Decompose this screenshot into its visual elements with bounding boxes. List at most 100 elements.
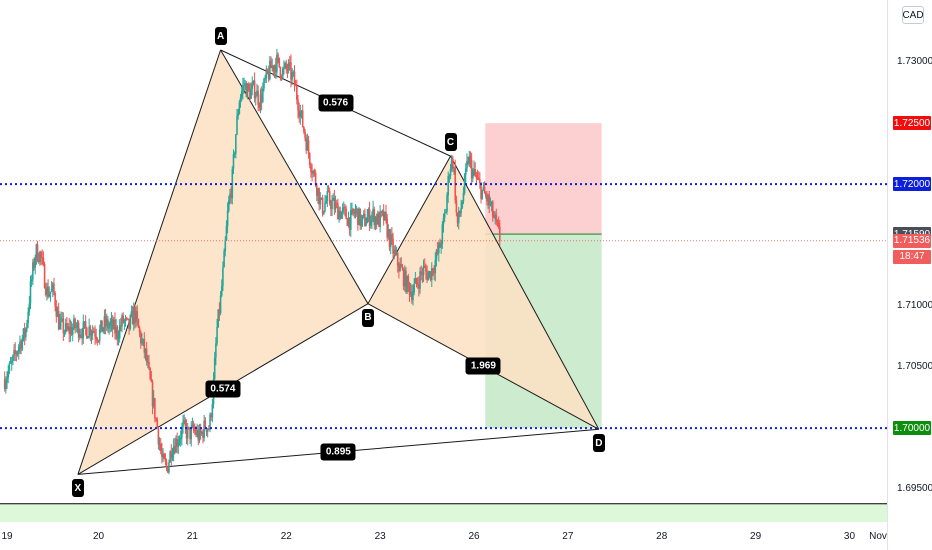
candle-body <box>360 219 363 227</box>
candle-body <box>480 183 482 199</box>
candle-body <box>25 328 27 338</box>
candle-body <box>53 283 55 293</box>
candle-body <box>120 325 122 327</box>
candle-body <box>35 244 38 258</box>
candle-body <box>394 249 397 254</box>
candle-body <box>344 207 346 209</box>
candle-body <box>231 168 234 199</box>
candle-body <box>117 338 120 340</box>
candle-body <box>143 338 146 353</box>
candle-body <box>54 292 56 307</box>
candle-body <box>481 189 484 199</box>
currency-badge[interactable]: CAD <box>902 6 924 24</box>
candle-body <box>466 160 468 169</box>
candle-body <box>238 102 241 115</box>
candle-body <box>340 212 343 219</box>
candle-body <box>73 318 75 329</box>
candle-body <box>328 191 331 204</box>
candle-body <box>468 156 471 164</box>
candle-body <box>210 414 212 418</box>
candle-body <box>324 203 326 212</box>
candle-body <box>399 264 401 271</box>
candle-body <box>111 319 114 330</box>
candle-body <box>155 418 157 420</box>
price-axis[interactable] <box>887 0 932 550</box>
candle-body <box>434 260 437 274</box>
candle-body <box>436 250 439 254</box>
candle-body <box>271 65 274 69</box>
candle-body <box>166 466 169 473</box>
candle-body <box>201 431 203 435</box>
candle-body <box>359 208 361 227</box>
candle-body <box>401 267 404 270</box>
ratio-label-bd: 1.969 <box>465 357 501 375</box>
candle-body <box>294 85 297 87</box>
candle-body <box>472 170 474 179</box>
candle-body <box>104 316 107 327</box>
candle-body <box>152 398 155 407</box>
candle-body <box>132 307 135 325</box>
candle-body <box>149 368 151 380</box>
candle-body <box>113 319 115 330</box>
candle-body <box>264 78 266 80</box>
ratio-label-ac: 0.576 <box>318 94 354 112</box>
candle-body <box>438 242 440 254</box>
price-chart[interactable] <box>0 0 887 522</box>
candle-body <box>479 179 481 184</box>
pattern-leg-ab <box>220 49 369 304</box>
candle-body <box>198 428 201 441</box>
candle-body <box>403 270 406 287</box>
candle-body <box>174 446 176 453</box>
candle-body <box>307 140 310 154</box>
candle-body <box>326 191 329 201</box>
candle-body <box>5 382 7 390</box>
candle-body <box>60 318 62 322</box>
candle-body <box>199 428 202 435</box>
candle-body <box>223 251 225 268</box>
candle-body <box>206 428 209 433</box>
candle-body <box>195 430 197 435</box>
candle-body <box>368 209 371 226</box>
candle-body <box>445 211 447 213</box>
candle-body <box>443 212 446 218</box>
candle-body <box>107 319 109 329</box>
candle-body <box>125 317 128 319</box>
time-label-22: 22 <box>280 531 292 542</box>
candle-body <box>281 68 284 78</box>
price-tick-1.70500: 1.70500 <box>897 361 932 373</box>
candle-body <box>489 204 492 206</box>
candle-body <box>256 90 258 97</box>
candle-body <box>75 326 78 328</box>
candle-body <box>51 283 54 289</box>
candle-body <box>374 216 377 226</box>
candle-body <box>209 414 211 430</box>
candle-body <box>405 270 407 293</box>
candle-body <box>429 271 432 280</box>
candle-body <box>274 65 277 73</box>
candle-body <box>362 213 365 216</box>
candle-body <box>144 348 147 353</box>
candle-body <box>251 84 254 89</box>
candle-body <box>236 116 238 135</box>
candle-body <box>242 85 244 92</box>
candle-body <box>50 288 53 292</box>
candle-body <box>380 211 383 213</box>
candle-body <box>373 208 376 226</box>
pattern-point-c: C <box>444 133 457 152</box>
candle-body <box>131 311 134 325</box>
candle-body <box>470 159 473 179</box>
candle-body <box>105 319 108 327</box>
ratio-label-xd: 0.895 <box>320 443 356 461</box>
time-label-26: 26 <box>468 531 480 542</box>
candle-body <box>6 377 8 383</box>
candle-body <box>108 326 110 329</box>
candle-body <box>169 451 171 463</box>
candle-body <box>416 283 419 285</box>
candle-body <box>487 195 489 202</box>
candle-body <box>317 188 319 196</box>
candle-body <box>435 250 438 261</box>
candle-body <box>56 310 59 317</box>
pattern-triangle-bcd <box>367 156 599 430</box>
candle-body <box>276 54 278 73</box>
candle-body <box>320 197 323 199</box>
